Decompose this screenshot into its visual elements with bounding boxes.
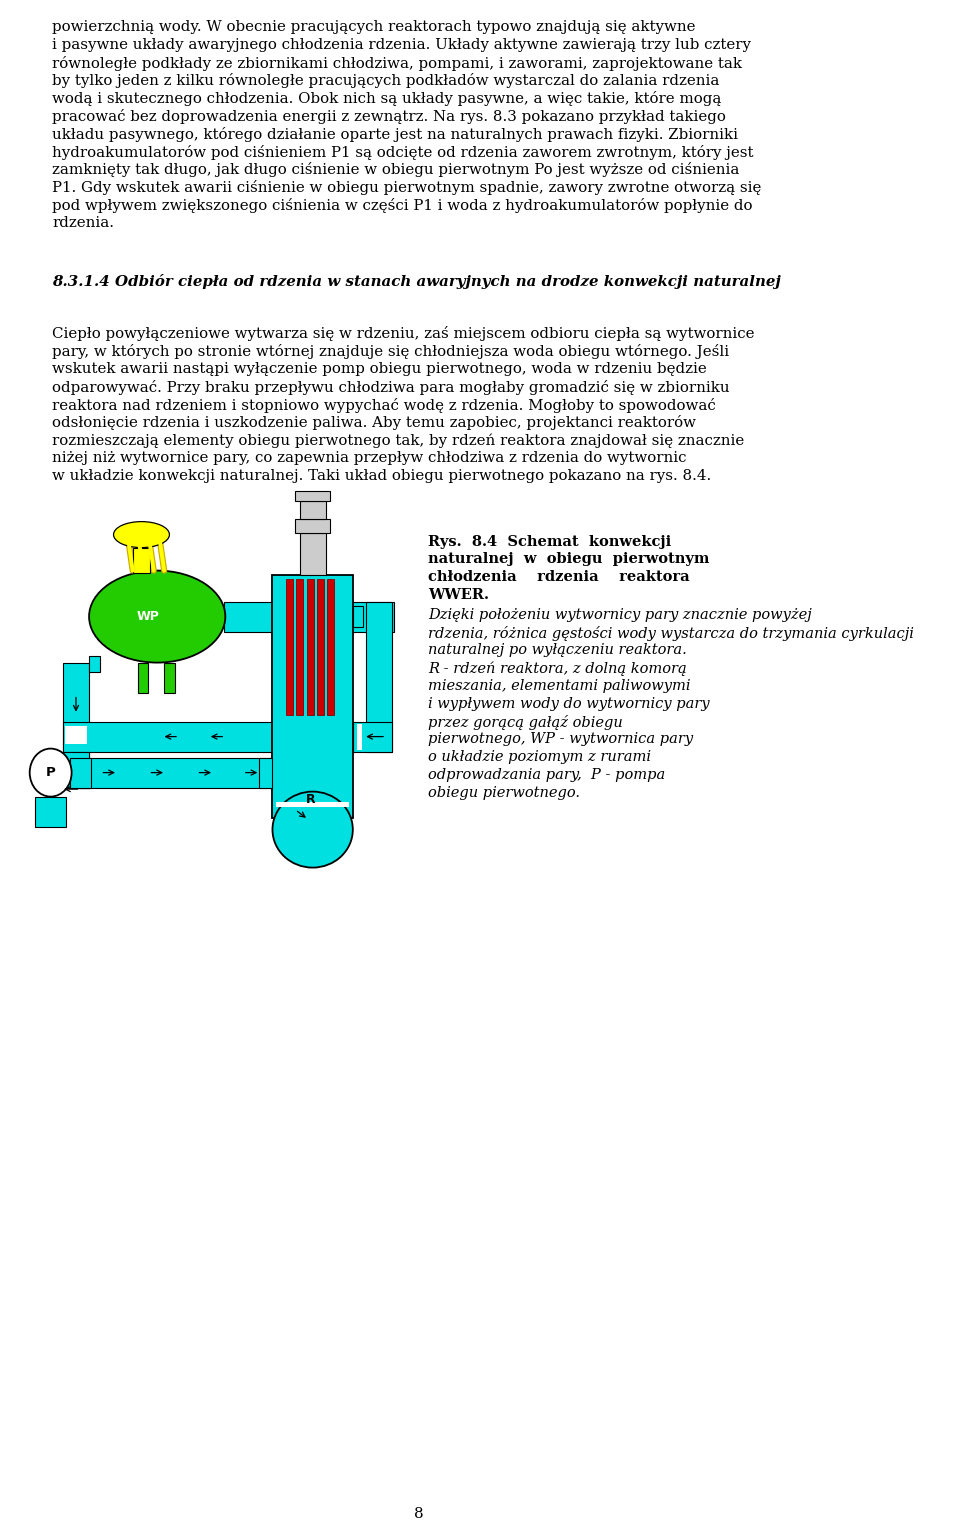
Text: i wypływem wody do wytwornicy pary: i wypływem wody do wytwornicy pary (428, 696, 709, 710)
Text: i pasywne układy awaryjnego chłodzenia rdzenia. Układy aktywne zawierają trzy lu: i pasywne układy awaryjnego chłodzenia r… (53, 38, 752, 52)
Bar (62, 752, 89, 787)
Bar (353, 606, 363, 627)
Ellipse shape (89, 570, 226, 662)
Text: hydroakumulatorów pod ciśnieniem P1 są odcięte od rdzenia zaworem zwrotnym, któr: hydroakumulatorów pod ciśnieniem P1 są o… (53, 144, 754, 160)
Text: zamknięty tak długo, jak długo ciśnienie w obiegu pierwotnym Po jest wyższe od c: zamknięty tak długo, jak długo ciśnienie… (53, 163, 740, 177)
Text: 8: 8 (415, 1506, 424, 1522)
Bar (70, 758, 91, 787)
Bar (300, 501, 325, 518)
Text: równoległe podkłady ze zbiornikami chłodziwa, pompami, i zaworami, zaprojektowan: równoległe podkłady ze zbiornikami chłod… (53, 55, 742, 71)
Text: by tylko jeden z kilku równoległe pracujących podkładów wystarczal do zalania rd: by tylko jeden z kilku równoległe pracuj… (53, 74, 720, 89)
Text: układu pasywnego, którego działanie oparte jest na naturalnych prawach fizyki. Z: układu pasywnego, którego działanie opar… (53, 126, 738, 141)
Bar (357, 724, 363, 750)
Text: rozmieszczają elementy obiegu pierwotnego tak, by rdzeń reaktora znajdował się z: rozmieszczają elementy obiegu pierwotneg… (53, 433, 745, 447)
Bar (132, 547, 150, 573)
Text: przez gorącą gałąź obiegu: przez gorącą gałąź obiegu (428, 715, 623, 730)
Bar (36, 796, 66, 827)
Bar (286, 578, 293, 715)
Text: R - rdzeń reaktora, z dolną komorą: R - rdzeń reaktora, z dolną komorą (428, 661, 686, 676)
Bar (64, 725, 87, 744)
Bar (295, 518, 330, 533)
Text: niżej niż wytwornice pary, co zapewnia przepływ chłodziwa z rdzenia do wytwornic: niżej niż wytwornice pary, co zapewnia p… (53, 450, 687, 466)
Text: pracować bez doprowadzenia energii z zewnątrz. Na rys. 8.3 pokazano przykład tak: pracować bez doprowadzenia energii z zew… (53, 109, 727, 124)
Bar (353, 721, 392, 752)
Bar (327, 578, 334, 715)
Text: w układzie konwekcji naturalnej. Taki układ obiegu pierwotnego pokazano na rys. : w układzie konwekcji naturalnej. Taki uk… (53, 469, 711, 483)
Text: R: R (306, 793, 316, 805)
Bar (366, 601, 392, 752)
Circle shape (30, 749, 72, 796)
Text: P: P (46, 765, 56, 779)
Text: obiegu pierwotnego.: obiegu pierwotnego. (428, 785, 580, 799)
Bar (276, 802, 349, 807)
Bar (306, 578, 314, 715)
Text: powierzchnią wody. W obecnie pracujących reaktorach typowo znajdują się aktywne: powierzchnią wody. W obecnie pracujących… (53, 20, 696, 34)
Text: wskutek awarii nastąpi wyłączenie pomp obiegu pierwotnego, woda w rdzeniu będzie: wskutek awarii nastąpi wyłączenie pomp o… (53, 363, 708, 377)
Text: Rys.  8.4  Schemat  konwekcji: Rys. 8.4 Schemat konwekcji (428, 535, 671, 549)
Text: Dzięki położeniu wytwornicy pary znacznie powyżej: Dzięki położeniu wytwornicy pary znaczni… (428, 607, 811, 622)
Text: o układzie poziomym z rurami: o układzie poziomym z rurami (428, 750, 651, 764)
Text: pierwotnego, WP - wytwornica pary: pierwotnego, WP - wytwornica pary (428, 733, 693, 747)
Text: Ciepło powyłączeniowe wytwarza się w rdzeniu, zaś miejscem odbioru ciepła są wyt: Ciepło powyłączeniowe wytwarza się w rdz… (53, 326, 755, 341)
Text: 8.3.1.4 Odbiór ciepła od rdzenia w stanach awaryjnych na drodze konwekcji natura: 8.3.1.4 Odbiór ciepła od rdzenia w stana… (53, 274, 781, 289)
Text: wodą i skutecznego chłodzenia. Obok nich są układy pasywne, a więc takie, które : wodą i skutecznego chłodzenia. Obok nich… (53, 91, 722, 106)
Bar (297, 578, 303, 715)
Bar (62, 721, 273, 752)
Bar (273, 575, 353, 818)
Bar (89, 656, 100, 672)
Text: naturalnej po wyłączeniu reaktora.: naturalnej po wyłączeniu reaktora. (428, 644, 686, 658)
Text: mieszania, elementami paliwowymi: mieszania, elementami paliwowymi (428, 679, 690, 693)
Text: chłodzenia    rdzenia    reaktora: chłodzenia rdzenia reaktora (428, 570, 689, 584)
Text: pod wpływem zwiększonego ciśnienia w części P1 i woda z hydroakumulatorów popłyn: pod wpływem zwiększonego ciśnienia w czę… (53, 198, 753, 214)
Text: odprowadzania pary,  P - pompa: odprowadzania pary, P - pompa (428, 768, 665, 782)
Text: pary, w których po stronie wtórnej znajduje się chłodniejsza woda obiegu wtórneg: pary, w których po stronie wtórnej znajd… (53, 344, 730, 360)
Text: odparowywać. Przy braku przepływu chłodziwa para mogłaby gromadzić się w zbiorni: odparowywać. Przy braku przepływu chłodz… (53, 380, 730, 395)
Text: WP: WP (137, 610, 160, 622)
Text: reaktora nad rdzeniem i stopniowo wypychać wodę z rdzenia. Mogłoby to spowodować: reaktora nad rdzeniem i stopniowo wypych… (53, 398, 716, 412)
Text: P1. Gdy wskutek awarii ciśnienie w obiegu pierwotnym spadnie, zawory zwrotne otw: P1. Gdy wskutek awarii ciśnienie w obieg… (53, 180, 762, 195)
Bar (295, 490, 330, 501)
Bar (224, 601, 394, 632)
Ellipse shape (273, 792, 353, 867)
Text: WWER.: WWER. (428, 589, 489, 603)
Text: rdzenia, różnica gęstości wody wystarcza do trzymania cyrkulacji: rdzenia, różnica gęstości wody wystarcza… (428, 626, 914, 641)
Text: odsłonięcie rdzenia i uszkodzenie paliwa. Aby temu zapobiec, projektanci reaktor: odsłonięcie rdzenia i uszkodzenie paliwa… (53, 415, 696, 430)
Bar (259, 758, 273, 787)
Bar (62, 662, 89, 787)
Bar (138, 662, 149, 693)
Ellipse shape (113, 521, 169, 547)
Bar (300, 533, 325, 575)
Bar (164, 662, 175, 693)
Text: rdzenia.: rdzenia. (53, 215, 114, 231)
Text: naturalnej  w  obiegu  pierwotnym: naturalnej w obiegu pierwotnym (428, 552, 709, 567)
Bar (62, 758, 273, 787)
Bar (317, 578, 324, 715)
